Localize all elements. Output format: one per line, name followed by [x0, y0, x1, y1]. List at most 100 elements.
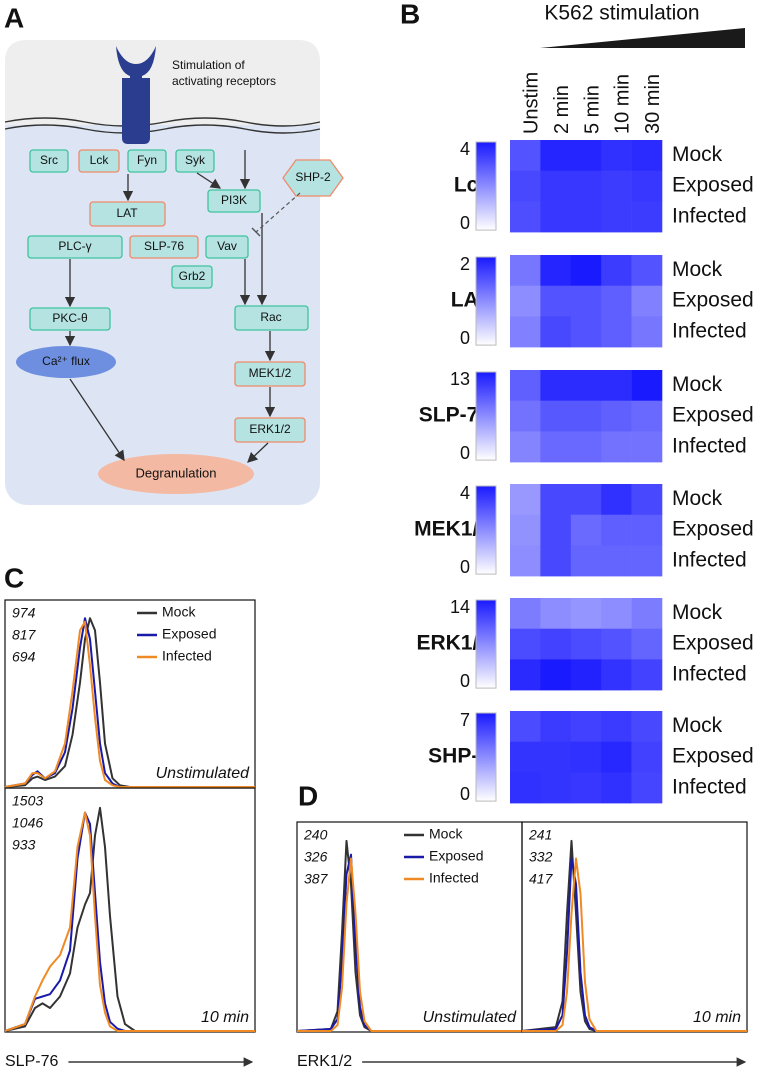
heatmap-cell — [601, 170, 632, 202]
heatmap-cell — [540, 598, 572, 629]
heatmap-title: K562 stimulation — [544, 2, 699, 25]
heatmap-cell — [510, 659, 541, 691]
node-label: Lck — [90, 153, 110, 167]
panel-labels: A B C D — [4, 0, 420, 811]
heatmap-cell — [601, 285, 632, 317]
protein-label: MEK1/2 — [414, 518, 490, 541]
mfi-label: 332 — [529, 849, 553, 865]
node: SHP-2 — [282, 159, 344, 197]
plot-frame — [521, 821, 748, 1033]
colorbar-tick-label: 4 — [460, 139, 470, 159]
panel-label: B — [400, 0, 420, 29]
column-label: 2 min — [551, 85, 573, 134]
mfi-label: 974 — [12, 605, 36, 621]
heatmap-cell — [510, 514, 541, 546]
row-label: Infected — [672, 319, 747, 342]
heatmap-cell — [570, 659, 602, 691]
arrows — [64, 150, 301, 463]
histogram-curve — [297, 857, 522, 1032]
node: Grb2 — [171, 265, 213, 289]
heatmap-cell — [540, 711, 572, 742]
panel-label: A — [4, 2, 24, 33]
heatmap-cell — [540, 170, 572, 202]
node: PLC-γ — [27, 235, 123, 259]
heatmap-cell — [631, 741, 663, 773]
colorbar — [475, 256, 497, 346]
heatmap-cell — [540, 255, 572, 286]
heatmap-cell — [510, 285, 541, 317]
heatmap-cell — [570, 201, 602, 233]
histogram-curve — [4, 617, 255, 788]
row-label: Infected — [672, 548, 747, 571]
heatmap-cell — [631, 514, 663, 546]
row-label: Mock — [672, 143, 723, 166]
heatmap-cell — [540, 741, 572, 773]
heatmap-cell — [631, 659, 663, 691]
column-label: 30 min — [642, 74, 664, 134]
heatmap-cell — [570, 772, 602, 804]
heatmap-cell — [631, 431, 663, 463]
row-label: Infected — [672, 775, 747, 798]
annotation: Unstimulated — [423, 1009, 517, 1026]
heatmap-cell — [570, 170, 602, 202]
histogram-curve — [4, 617, 255, 788]
ca-flux — [16, 346, 116, 378]
colorbar — [475, 371, 497, 461]
row-label: Exposed — [672, 404, 754, 427]
annotation: Unstimulated — [156, 765, 250, 782]
node: PKC-θ — [29, 307, 111, 331]
histogram-curve — [296, 853, 522, 1032]
mfi-label: 417 — [529, 871, 554, 887]
mfi-label: 933 — [12, 837, 36, 853]
histogram-curve — [4, 811, 255, 1032]
heatmap-cell — [510, 370, 541, 401]
node-label: Vav — [217, 239, 237, 253]
heatmap-cell — [540, 772, 572, 804]
heatmap-cell — [570, 741, 602, 773]
extracellular — [5, 40, 320, 125]
row-label: Mock — [672, 714, 723, 737]
heatmap-cell — [570, 628, 602, 660]
heatmap-cell — [631, 772, 663, 804]
stimulus-text: Stimulation of — [172, 58, 245, 72]
heatmap-cell — [601, 772, 632, 804]
heatmap-cell — [570, 370, 602, 401]
row-label: Exposed — [672, 632, 754, 655]
row-label: Mock — [672, 373, 723, 396]
colorbar-tick-label: 0 — [460, 557, 470, 577]
heatmap-cell — [601, 628, 632, 660]
heatmap-cell — [510, 140, 541, 171]
node-label: MEK1/2 — [249, 366, 292, 380]
heatmap-cell — [601, 255, 632, 286]
heatmap-cell — [631, 545, 663, 577]
node-label: SHP-2 — [295, 170, 331, 184]
heatmap-cell — [540, 628, 572, 660]
heatmap-cell — [631, 170, 663, 202]
node: Syk — [175, 149, 215, 173]
heatmap-cell — [510, 545, 541, 577]
heatmap-cell — [510, 711, 541, 742]
colorbar-tick-label: 0 — [460, 328, 470, 348]
heatmap-cell — [570, 514, 602, 546]
mfi-label: 694 — [12, 649, 36, 665]
node-label: SLP-76 — [144, 239, 184, 253]
annotation: 10 min — [201, 1009, 249, 1026]
heatmap-cell — [570, 431, 602, 463]
heatmap-cell — [601, 598, 632, 629]
heatmap-cell — [510, 598, 541, 629]
node: Lck — [78, 149, 120, 173]
heatmap-cell — [570, 255, 602, 286]
heatmap-cell — [540, 514, 572, 546]
heatmap-cell — [570, 545, 602, 577]
node-label: Fyn — [137, 153, 157, 167]
stimulus-text: activating receptors — [172, 74, 276, 88]
heatmap-cell — [510, 170, 541, 202]
heatmap-cell — [540, 545, 572, 577]
colorbar-tick-label: 7 — [460, 710, 470, 730]
node-label: Ca²⁺ flux — [42, 354, 90, 368]
row-label: Exposed — [672, 289, 754, 312]
legend-label: Exposed — [429, 848, 483, 864]
row-label: Mock — [672, 487, 723, 510]
heatmap-cell — [570, 316, 602, 348]
heatmap-cell — [631, 201, 663, 233]
